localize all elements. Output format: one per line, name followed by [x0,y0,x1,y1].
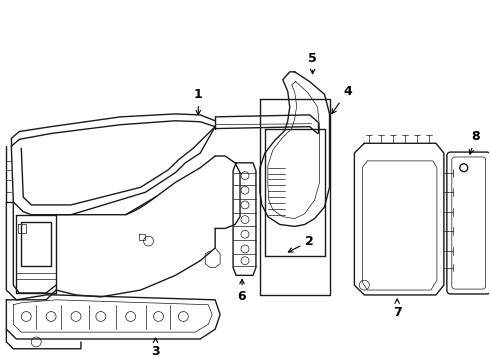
Text: 3: 3 [151,338,160,358]
Text: 8: 8 [469,130,480,154]
Text: 4: 4 [332,85,352,113]
Text: 1: 1 [194,88,203,115]
Text: 6: 6 [238,279,246,303]
Text: 5: 5 [308,51,317,74]
Text: 2: 2 [288,235,314,252]
Text: 7: 7 [393,299,401,319]
